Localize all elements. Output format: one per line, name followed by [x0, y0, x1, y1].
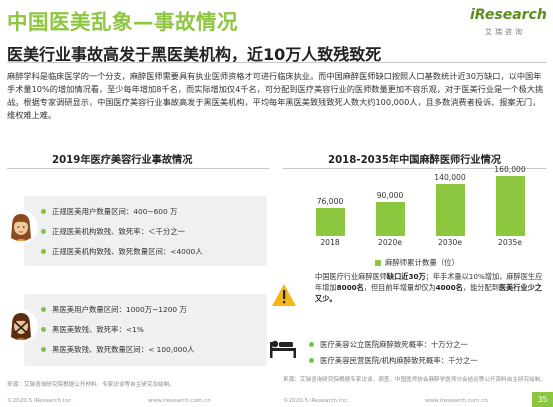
chart-bar — [435, 183, 465, 236]
illegal-item: 黑医美致残、致死数量区间：< 100,000人 — [41, 339, 195, 359]
page-title: 中国医美乱象—事故情况 — [7, 10, 238, 34]
bullet-dot — [41, 228, 46, 234]
title-divider — [7, 62, 547, 63]
legit-item: 正规医美机构致残、致死率：＜千分之一 — [41, 221, 203, 241]
left-section-title: 2019年医疗美容行业事故情况 — [52, 155, 193, 166]
page-number: 35 — [532, 392, 553, 407]
chart-category-label: 2018 — [320, 238, 340, 247]
footer-copyright-right: ©2020.5 iResearch Inc. — [283, 398, 349, 404]
footer-url[interactable]: www.iresearch.com.cn — [148, 398, 211, 404]
legit-panel — [24, 196, 267, 266]
chart-categories: 2018 2020e 2030e 2035e — [300, 238, 540, 250]
woman-avatar-icon — [4, 210, 38, 244]
chart-bar — [495, 176, 525, 236]
chart-bar — [375, 202, 405, 236]
legend-label: 麻醉师累计数量（位） — [385, 258, 459, 267]
intro-paragraph: 麻醉学科是临床医学的一个分支，麻醉医师需要具有执业医师资格才可进行临床执业。而中… — [7, 70, 548, 122]
warning-icon — [271, 283, 297, 307]
illegal-panel — [24, 294, 267, 366]
bullet-dot — [309, 357, 314, 363]
chart-value-label: 160,000 — [494, 165, 526, 175]
left-section-divider — [7, 168, 269, 169]
bullet-dot — [41, 306, 46, 312]
chart-value-label: 76,000 — [316, 196, 344, 206]
footer-copyright: ©2020.5 iResearch Inc. — [7, 398, 73, 404]
bullet-dot — [309, 341, 314, 347]
chart-category-label: 2035e — [498, 238, 522, 247]
right-section-title: 2018-2035年中国麻醉医师行业情况 — [328, 155, 501, 166]
intro-text: 麻醉学科是临床医学的一个分支，麻醉医师需要具有执业医师资格才可进行临床执业。而中… — [7, 71, 544, 120]
right-source-note: 来源：艾瑞咨询研究院根据专家访谈、调查、中国医师协会麻醉学医师分会结论等公开资料… — [283, 377, 546, 383]
right-section-divider — [283, 168, 547, 169]
left-source-note: 来源：艾瑞咨询研究院根据公开材料、专家访谈等自主研究及绘制。 — [7, 382, 175, 388]
bullet-dot — [41, 326, 46, 332]
legit-list: 正规医美用户数量区间：400~600 万 正规医美机构致残、致死率：＜千分之一 … — [41, 201, 203, 261]
brand-logo: iResearch — [470, 7, 547, 23]
crossed-woman-avatar-icon — [4, 309, 38, 343]
bullet-dot — [41, 346, 46, 352]
chart-category-label: 2030e — [438, 238, 462, 247]
legit-item: 正规医美机构致残、致死数量区间：<4000人 — [41, 241, 203, 261]
brand-logo-cn: 艾瑞咨询 — [485, 28, 525, 36]
bullet-dot — [41, 208, 46, 214]
page-subtitle: 医美行业事故高发于黑医美机构，近10万人致残致死 — [7, 45, 382, 64]
legit-item: 正规医美用户数量区间：400~600 万 — [41, 201, 203, 221]
hospital-bed-icon — [268, 338, 298, 360]
chart-value-label: 140,000 — [434, 172, 466, 182]
illegal-list: 黑医美用户数量区间：1000万~1200 万 黑医美致残、致死率：<1% 黑医美… — [41, 299, 195, 359]
chart-bar — [315, 207, 345, 236]
chart-category-label: 2020e — [378, 238, 402, 247]
footer-url-right[interactable]: www.iresearch.com.cn — [425, 398, 488, 404]
anesthesiologist-bar-chart: 76,000 90,000 140,000 160,000 — [300, 165, 540, 256]
death-rate-item: 医疗美容民营医院/机构麻醉致死概率：千分之一 — [309, 352, 478, 368]
gap-note-text: 中国医疗行业麻醉医师缺口近30万；年手术量以10%增加，麻醉医生应年增加8000… — [315, 272, 543, 303]
chart-legend: 麻醉师累计数量（位） — [375, 257, 459, 268]
bullet-dot — [41, 248, 46, 254]
illegal-item: 黑医美致残、致死率：<1% — [41, 319, 195, 339]
death-rate-list: 医疗美容公立医院麻醉致死概率：十万分之一 医疗美容民营医院/机构麻醉致死概率：千… — [309, 336, 478, 368]
legend-swatch — [375, 259, 381, 266]
illegal-item: 黑医美用户数量区间：1000万~1200 万 — [41, 299, 195, 319]
gap-note: 中国医疗行业麻醉医师缺口近30万；年手术量以10%增加，麻醉医生应年增加8000… — [315, 271, 547, 304]
chart-value-label: 90,000 — [376, 191, 404, 201]
death-rate-item: 医疗美容公立医院麻醉致死概率：十万分之一 — [309, 336, 478, 352]
